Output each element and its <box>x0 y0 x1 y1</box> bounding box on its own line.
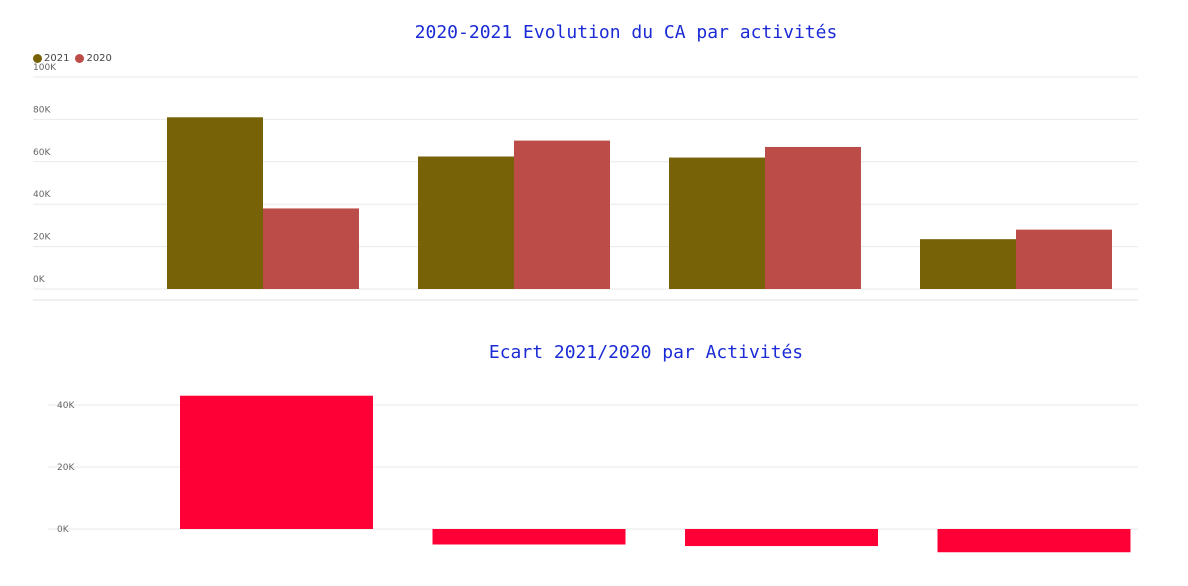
legend-item-2021[interactable]: 2021 <box>33 53 69 64</box>
bar-2021-1[interactable] <box>167 117 263 289</box>
bar-2020-3[interactable] <box>765 146 861 289</box>
y-tick-label: 80K <box>33 105 51 115</box>
legend-marker-2020 <box>75 54 85 63</box>
y-tick-label: 20K <box>33 233 51 243</box>
bar-2021-3[interactable] <box>669 157 765 289</box>
y-tick-label: 20K <box>57 463 75 473</box>
y-tick-label: 40K <box>33 190 51 200</box>
ecart-bar-2[interactable] <box>432 529 626 545</box>
bar-2020-2[interactable] <box>514 140 610 289</box>
y-tick-label: 100K <box>33 63 57 73</box>
legend-marker-2021 <box>33 54 42 63</box>
legend: 2021 2020 <box>33 53 114 64</box>
y-tick-label: 0K <box>57 525 70 535</box>
bar-2021-4[interactable] <box>920 239 1016 289</box>
legend-label-2020: 2020 <box>86 53 112 64</box>
ecart-bar-1[interactable] <box>180 395 373 529</box>
y-tick-label: 0K <box>33 275 46 285</box>
bar-2021-2[interactable] <box>418 156 514 290</box>
bar-2020-4[interactable] <box>1016 229 1112 289</box>
ecart-bar-3[interactable] <box>685 529 878 547</box>
legend-item-2020[interactable]: 2020 <box>75 53 112 64</box>
ecart-bar-4[interactable] <box>937 529 1131 553</box>
legend-label-2021: 2021 <box>44 53 70 64</box>
bar-2020-1[interactable] <box>263 208 359 289</box>
chart-title-ecart: Ecart 2021/2020 par Activités <box>488 342 804 363</box>
y-tick-label: 60K <box>33 148 51 158</box>
chart-title-evolution: 2020-2021 Evolution du CA par activités <box>414 22 838 43</box>
y-tick-label: 40K <box>57 401 75 411</box>
